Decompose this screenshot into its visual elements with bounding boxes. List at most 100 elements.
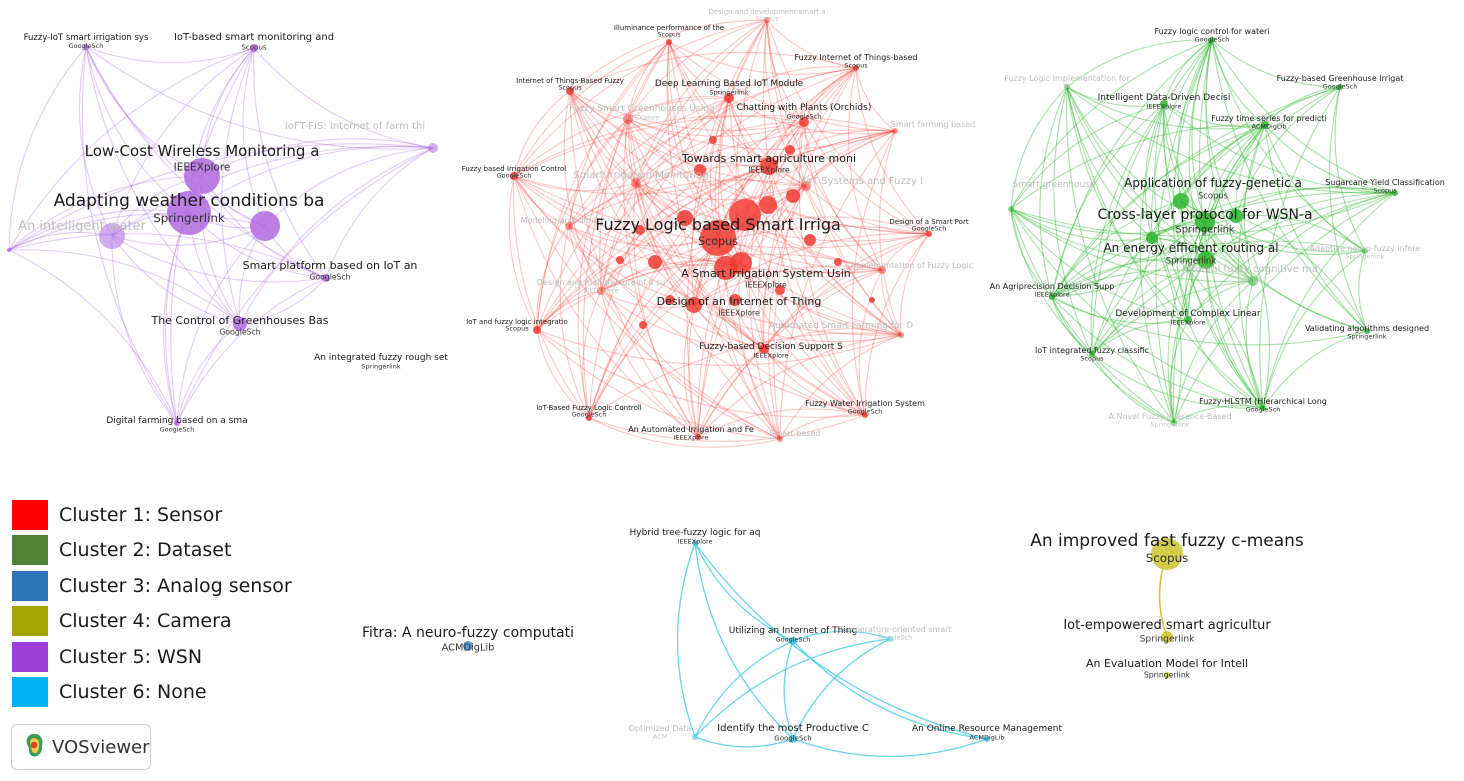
- network-node[interactable]: [729, 294, 741, 306]
- network-node[interactable]: [7, 248, 11, 252]
- network-node[interactable]: [801, 181, 811, 191]
- network-node[interactable]: [729, 199, 761, 231]
- network-node[interactable]: [789, 735, 797, 743]
- node-source: IEEEXplore: [673, 434, 708, 442]
- network-node[interactable]: [786, 189, 800, 203]
- network-node[interactable]: [869, 297, 875, 303]
- network-node[interactable]: [1064, 84, 1070, 90]
- network-node[interactable]: [463, 641, 473, 651]
- network-node[interactable]: [760, 157, 778, 175]
- network-node[interactable]: [616, 256, 624, 264]
- network-node[interactable]: [878, 266, 886, 274]
- network-node[interactable]: [1164, 672, 1170, 678]
- network-node[interactable]: [639, 321, 647, 329]
- network-node[interactable]: [789, 637, 797, 645]
- network-node[interactable]: [759, 344, 769, 354]
- network-node[interactable]: [709, 136, 717, 144]
- network-edge: [569, 90, 699, 438]
- network-node[interactable]: [700, 220, 736, 256]
- network-node[interactable]: [533, 326, 541, 334]
- network-node[interactable]: [862, 412, 868, 418]
- network-node[interactable]: [759, 196, 777, 214]
- network-node[interactable]: [686, 297, 702, 313]
- network-node[interactable]: [777, 436, 783, 442]
- network-node[interactable]: [250, 211, 280, 241]
- node-label: Modeling and simula: [521, 216, 604, 225]
- network-node[interactable]: [1362, 248, 1368, 254]
- network-edge: [513, 19, 768, 177]
- network-node[interactable]: [677, 210, 693, 226]
- network-node[interactable]: [1248, 276, 1258, 286]
- network-edge: [1010, 103, 1165, 210]
- network-node[interactable]: [1197, 251, 1215, 269]
- network-node[interactable]: [1209, 37, 1215, 43]
- network-node[interactable]: [250, 44, 258, 52]
- network-node[interactable]: [1160, 100, 1168, 108]
- network-edge: [582, 41, 670, 419]
- network-node[interactable]: [1049, 294, 1055, 300]
- network-edge: [569, 90, 930, 235]
- network-node[interactable]: [83, 44, 89, 50]
- legend-swatch: [12, 677, 48, 708]
- network-node[interactable]: [428, 143, 438, 153]
- network-node[interactable]: [167, 191, 211, 235]
- network-node[interactable]: [853, 65, 859, 71]
- network-node[interactable]: [1161, 631, 1173, 643]
- network-node[interactable]: [1261, 121, 1269, 129]
- network-node[interactable]: [984, 736, 990, 742]
- network-node[interactable]: [724, 93, 734, 103]
- network-node[interactable]: [1151, 538, 1183, 570]
- network-node[interactable]: [665, 295, 675, 305]
- network-node[interactable]: [565, 222, 573, 230]
- network-node[interactable]: [1146, 232, 1158, 244]
- network-node[interactable]: [887, 636, 893, 642]
- network-node[interactable]: [184, 158, 220, 194]
- network-node[interactable]: [892, 128, 898, 134]
- network-node[interactable]: [1171, 420, 1177, 426]
- network-edge: [569, 90, 719, 239]
- network-node[interactable]: [1260, 405, 1266, 411]
- network-node[interactable]: [1008, 206, 1014, 212]
- network-node[interactable]: [623, 114, 633, 124]
- network-edge: [858, 269, 883, 416]
- network-node[interactable]: [631, 178, 641, 188]
- network-node[interactable]: [586, 415, 592, 421]
- network-node[interactable]: [804, 234, 816, 246]
- network-node[interactable]: [834, 258, 842, 266]
- network-node[interactable]: [510, 172, 518, 180]
- network-node[interactable]: [1195, 212, 1215, 232]
- network-node[interactable]: [666, 39, 672, 45]
- network-node[interactable]: [1392, 190, 1398, 196]
- network-node[interactable]: [99, 223, 125, 249]
- network-edge: [624, 118, 637, 184]
- network-node[interactable]: [898, 332, 904, 338]
- network-node[interactable]: [597, 287, 605, 295]
- network-node[interactable]: [730, 252, 752, 274]
- network-node[interactable]: [785, 145, 795, 155]
- vosviewer-brand[interactable]: VOSviewer: [11, 724, 151, 770]
- network-node[interactable]: [174, 420, 180, 426]
- network-node[interactable]: [1173, 193, 1189, 209]
- node-source: IEEEXplore: [1034, 291, 1069, 299]
- network-node[interactable]: [1364, 328, 1370, 334]
- network-node[interactable]: [1337, 84, 1343, 90]
- network-edge: [1051, 296, 1093, 355]
- network-node[interactable]: [1184, 316, 1192, 324]
- network-node[interactable]: [764, 17, 770, 23]
- network-node[interactable]: [648, 255, 662, 269]
- network-node[interactable]: [694, 164, 706, 176]
- network-node[interactable]: [1089, 351, 1095, 357]
- network-node[interactable]: [566, 87, 574, 95]
- network-node[interactable]: [635, 225, 645, 235]
- network-node[interactable]: [775, 285, 785, 295]
- network-node[interactable]: [233, 317, 247, 331]
- network-node[interactable]: [695, 434, 701, 440]
- network-node[interactable]: [1229, 209, 1243, 223]
- network-node[interactable]: [799, 117, 809, 127]
- network-node[interactable]: [322, 274, 330, 282]
- network-node[interactable]: [692, 540, 698, 546]
- network-node[interactable]: [926, 231, 932, 237]
- network-node[interactable]: [692, 734, 698, 740]
- node-source: GoogleSch: [160, 426, 195, 434]
